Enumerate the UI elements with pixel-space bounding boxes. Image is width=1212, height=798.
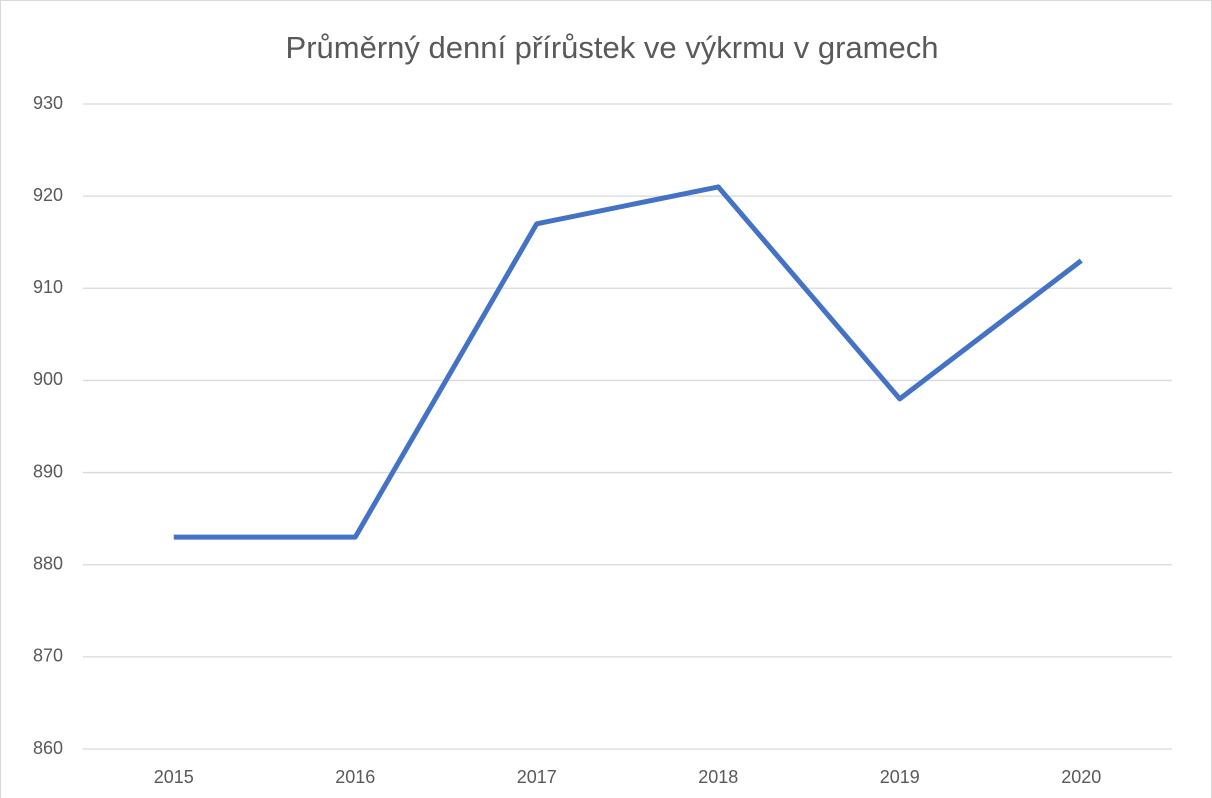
x-tick-label: 2016 xyxy=(335,767,375,787)
y-tick-label: 920 xyxy=(33,185,63,205)
data-line xyxy=(173,184,1083,540)
y-tick-label: 900 xyxy=(33,369,63,389)
y-tick-label: 910 xyxy=(33,277,63,297)
y-tick-label: 930 xyxy=(33,93,63,113)
y-tick-label: 890 xyxy=(33,461,63,481)
x-tick-label: 2017 xyxy=(517,767,557,787)
x-tick-label: 2019 xyxy=(880,767,920,787)
x-tick-label: 2018 xyxy=(698,767,738,787)
y-tick-label: 880 xyxy=(33,553,63,573)
chart-title: Průměrný denní přírůstek ve výkrmu v gra… xyxy=(286,30,939,65)
y-tick-label: 860 xyxy=(33,738,63,758)
y-tick-label: 870 xyxy=(33,646,63,666)
x-tick-label: 2015 xyxy=(154,767,194,787)
x-tick-label: 2020 xyxy=(1061,767,1101,787)
